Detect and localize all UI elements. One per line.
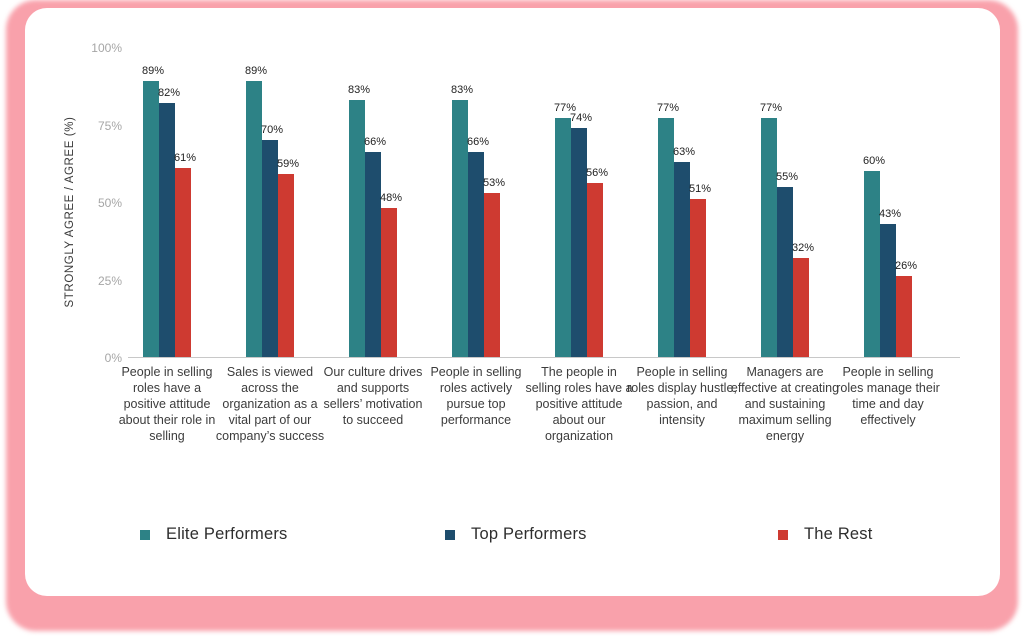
category-label: People in selling roles have a positive … [118,365,216,443]
bar [690,198,706,357]
legend-item: Top Performers [445,525,587,544]
bar-value-label: 74% [569,111,593,124]
bar-value-label: 60% [862,155,886,167]
bar-value-label: 70% [260,124,284,136]
legend-label: Elite Performers [166,525,288,543]
bar [452,99,468,357]
bar [880,223,896,357]
category-label: Sales is viewed across the organization … [215,365,325,443]
bar [793,257,809,357]
y-axis-title: STRONGLY AGREE / AGREE (%) [64,116,76,308]
legend-item: The Rest [778,525,873,544]
bar [246,81,262,357]
y-axis-tick: 100% [91,41,122,55]
bar-value-label: 89% [244,65,268,78]
bar-value-label: 83% [347,83,371,96]
bar-value-label: 66% [363,136,387,149]
bar-value-label: 63% [672,145,696,158]
legend-swatch-icon [445,529,455,540]
bar [262,140,278,357]
bar-value-label: 26% [894,260,918,273]
category-label: The people in selling roles have a posit… [525,365,633,443]
bar-value-label: 48% [379,192,403,205]
bar [555,118,571,357]
bar-value-label: 89% [141,65,165,78]
legend-swatch-icon [140,529,150,540]
bar-value-label: 83% [450,83,474,96]
category-label: People in selling roles manage their tim… [836,365,940,427]
x-axis-line [128,357,960,358]
legend-swatch-icon [778,529,788,540]
y-axis-tick: 0% [104,351,122,365]
y-axis-tick: 25% [97,273,122,288]
bar-value-label: 61% [173,151,197,164]
bar [674,161,690,357]
category-label: People in selling roles actively pursue … [430,365,522,427]
bar-value-label: 51% [688,182,712,195]
bar-value-label: 56% [585,167,609,180]
legend-label: Top Performers [471,525,587,543]
legend-item: Elite Performers [140,525,287,544]
category-label: Our culture drives and supports sellers’… [323,365,423,427]
bar [381,208,397,357]
bar [278,174,294,357]
y-axis-tick: 75% [97,118,122,133]
legend-label: The Rest [804,525,873,543]
bar-value-label: 77% [656,102,680,115]
bar [896,276,912,357]
bar [658,118,674,357]
bar [349,99,365,357]
bar-value-label: 77% [759,102,783,115]
bar [468,152,484,357]
bar-value-label: 53% [482,176,506,189]
bar [587,183,603,357]
bar [777,186,793,357]
bar-value-label: 82% [157,86,181,99]
bar [761,118,777,357]
bar-value-label: 55% [775,170,799,183]
bar-value-label: 77% [553,102,577,115]
bar [159,102,175,357]
category-label: People in selling roles display hustle, … [627,365,737,427]
bar [484,192,500,357]
bar-value-label: 59% [276,158,300,171]
chart-card: STRONGLY AGREE / AGREE (%) 100% 75% 50% 25%… [25,8,1000,596]
bar [175,167,191,357]
bar [864,171,880,357]
y-axis-tick: 50% [97,196,122,210]
bar-value-label: 43% [878,207,902,220]
bar [571,127,587,357]
bar-value-label: 32% [791,241,815,254]
category-label: Managers are effective at creating and s… [730,365,840,443]
bar-value-label: 66% [466,136,490,149]
bar [365,152,381,357]
bar [143,81,159,357]
